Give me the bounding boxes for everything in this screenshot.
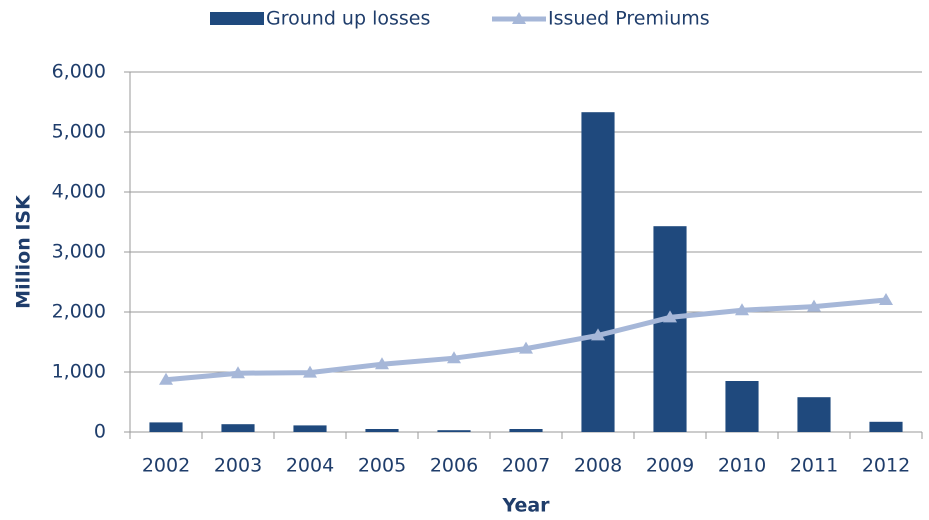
bar bbox=[725, 381, 759, 432]
bar bbox=[581, 112, 615, 432]
bar bbox=[293, 425, 327, 432]
line-marker bbox=[591, 328, 605, 341]
bar bbox=[221, 424, 255, 432]
line-marker bbox=[159, 372, 173, 385]
x-tick-label: 2010 bbox=[718, 455, 766, 477]
x-axis-title: Year bbox=[501, 495, 550, 517]
x-tick-label: 2003 bbox=[214, 455, 262, 477]
legend-label: Ground up losses bbox=[266, 8, 430, 30]
x-tick-label: 2007 bbox=[502, 455, 550, 477]
line-marker bbox=[807, 299, 821, 312]
line-marker bbox=[231, 366, 245, 379]
bar bbox=[509, 429, 543, 432]
bar bbox=[365, 429, 399, 432]
legend-label: Issued Premiums bbox=[548, 8, 710, 30]
y-tick-label: 5,000 bbox=[52, 121, 106, 143]
legend-swatch bbox=[210, 12, 264, 25]
bar bbox=[797, 397, 831, 432]
y-tick-label: 0 bbox=[94, 421, 106, 443]
line-marker bbox=[663, 310, 677, 323]
line-marker bbox=[447, 351, 461, 364]
x-tick-label: 2008 bbox=[574, 455, 622, 477]
x-tick-label: 2005 bbox=[358, 455, 406, 477]
bar bbox=[149, 422, 183, 432]
y-tick-label: 3,000 bbox=[52, 241, 106, 263]
x-tick-label: 2006 bbox=[430, 455, 478, 477]
bar bbox=[653, 226, 687, 432]
y-tick-label: 6,000 bbox=[52, 61, 106, 83]
line-marker bbox=[519, 341, 533, 354]
line-marker bbox=[303, 365, 317, 378]
y-tick-label: 4,000 bbox=[52, 181, 106, 203]
x-tick-label: 2004 bbox=[286, 455, 334, 477]
y-tick-label: 1,000 bbox=[52, 361, 106, 383]
x-tick-label: 2011 bbox=[790, 455, 838, 477]
y-tick-label: 2,000 bbox=[52, 301, 106, 323]
x-tick-label: 2002 bbox=[142, 455, 190, 477]
x-tick-label: 2009 bbox=[646, 455, 694, 477]
bar bbox=[437, 430, 471, 432]
legend-marker bbox=[512, 12, 526, 24]
y-axis-title: Million ISK bbox=[13, 194, 35, 309]
line-marker bbox=[735, 303, 749, 316]
line-marker bbox=[375, 357, 389, 370]
line-marker bbox=[879, 293, 893, 305]
bar bbox=[869, 421, 903, 432]
x-tick-label: 2012 bbox=[862, 455, 910, 477]
